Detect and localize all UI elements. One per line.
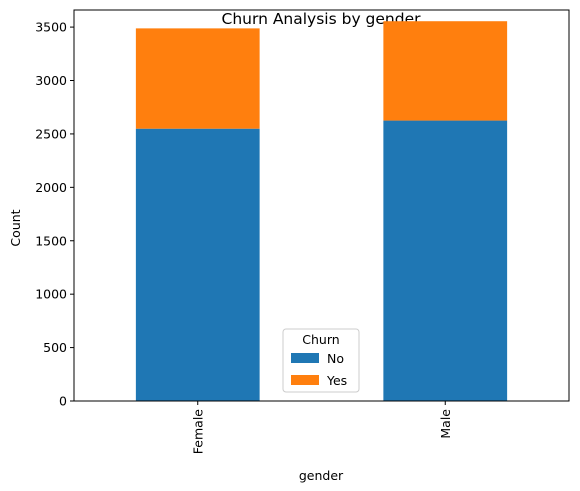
x-axis: Female Male [190, 401, 453, 454]
bar-female-no [135, 128, 260, 402]
x-tick-label: Male [438, 409, 453, 439]
x-tick-label: Female [190, 409, 205, 455]
bar-male-no [383, 120, 508, 401]
y-axis-label: Count [8, 209, 23, 246]
legend-label-no: No [327, 351, 344, 366]
y-tick-label: 2500 [35, 126, 67, 141]
legend-title: Churn [302, 332, 339, 347]
chart-title: Churn Analysis by gender [222, 10, 422, 28]
plot-frame [73, 9, 570, 402]
bars-group [135, 21, 508, 402]
y-tick-label: 3000 [35, 73, 67, 88]
legend: Churn No Yes [282, 328, 360, 393]
y-tick-label: 3500 [35, 20, 67, 35]
y-tick-label: 2000 [35, 180, 67, 195]
y-axis: 0 500 1000 1500 2000 2500 3000 3500 [35, 20, 74, 409]
y-tick-label: 0 [59, 394, 67, 409]
legend-swatch-no [291, 353, 319, 363]
legend-label-yes: Yes [326, 373, 347, 388]
bar-male-yes [383, 21, 508, 121]
y-tick-label: 1000 [35, 287, 67, 302]
x-axis-label: gender [299, 468, 344, 483]
bar-female-yes [135, 28, 260, 129]
y-tick-label: 500 [43, 340, 67, 355]
legend-swatch-yes [291, 375, 319, 385]
y-tick-label: 1500 [35, 233, 67, 248]
